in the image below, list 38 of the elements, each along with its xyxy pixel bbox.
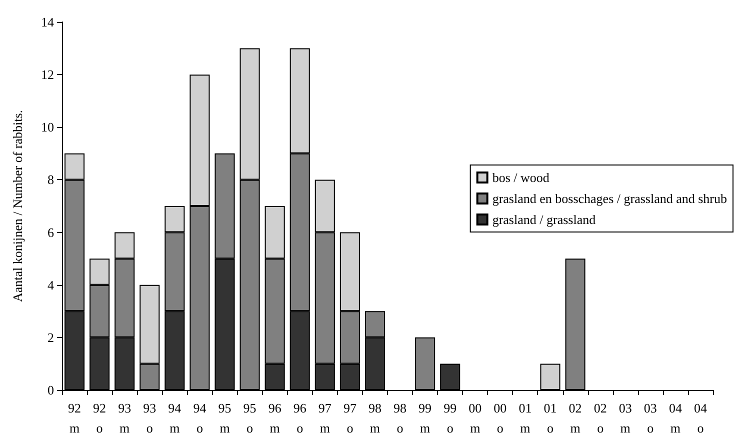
x-tick-label: 03 o [644,400,657,436]
x-tick-label: 03 m [618,400,632,436]
legend-label: grasland en bosschages / grassland and shrub [492,191,728,206]
x-tick-label: 99 m [418,400,432,436]
x-tick-label: 00 m [468,400,482,436]
x-tick-label: 04 m [668,400,682,436]
legend-label: bos / wood [492,170,550,185]
x-tick-label: 02 m [568,400,582,436]
y-tick-label: 14 [41,14,54,30]
y-tick-label: 12 [41,67,54,82]
x-tick-label: 01 o [544,400,557,436]
y-axis-title: Aantal konijnen / Number of rabbits. [10,110,25,302]
x-tick-label: 98 o [394,400,407,436]
x-tick-label: 98 m [368,400,382,436]
y-tick-label: 10 [41,120,54,135]
x-tick-label: 96 o [293,400,307,436]
x-tick-label: 96 m [268,400,282,436]
x-tick-label: 97 o [343,400,357,436]
x-tick-label: 02 o [594,400,607,436]
x-tick-label: 00 o [494,400,507,436]
y-tick-label: 4 [48,277,54,292]
y-tick-label: 0 [48,382,54,398]
x-tick-label: 94 m [168,400,182,436]
x-tick-label: 93 m [118,400,132,436]
x-tick-label: 99 o [444,400,457,436]
x-tick-label: 01 m [518,400,532,436]
y-tick-label: 2 [48,330,54,345]
x-tick-label: 04 o [694,400,708,436]
x-tick-label: 97 m [318,400,332,436]
x-tick-label: 94 o [193,400,207,436]
legend-label: grasland / grassland [492,212,596,227]
x-tick-label: 95 o [243,400,256,436]
x-tick-label: 93 o [143,400,156,436]
x-tick-label: 92 m [68,400,82,436]
y-tick-label: 8 [48,172,54,188]
y-tick-label: 6 [48,224,54,240]
x-tick-label: 92 o [93,400,106,436]
x-tick-label: 95 m [218,400,232,436]
